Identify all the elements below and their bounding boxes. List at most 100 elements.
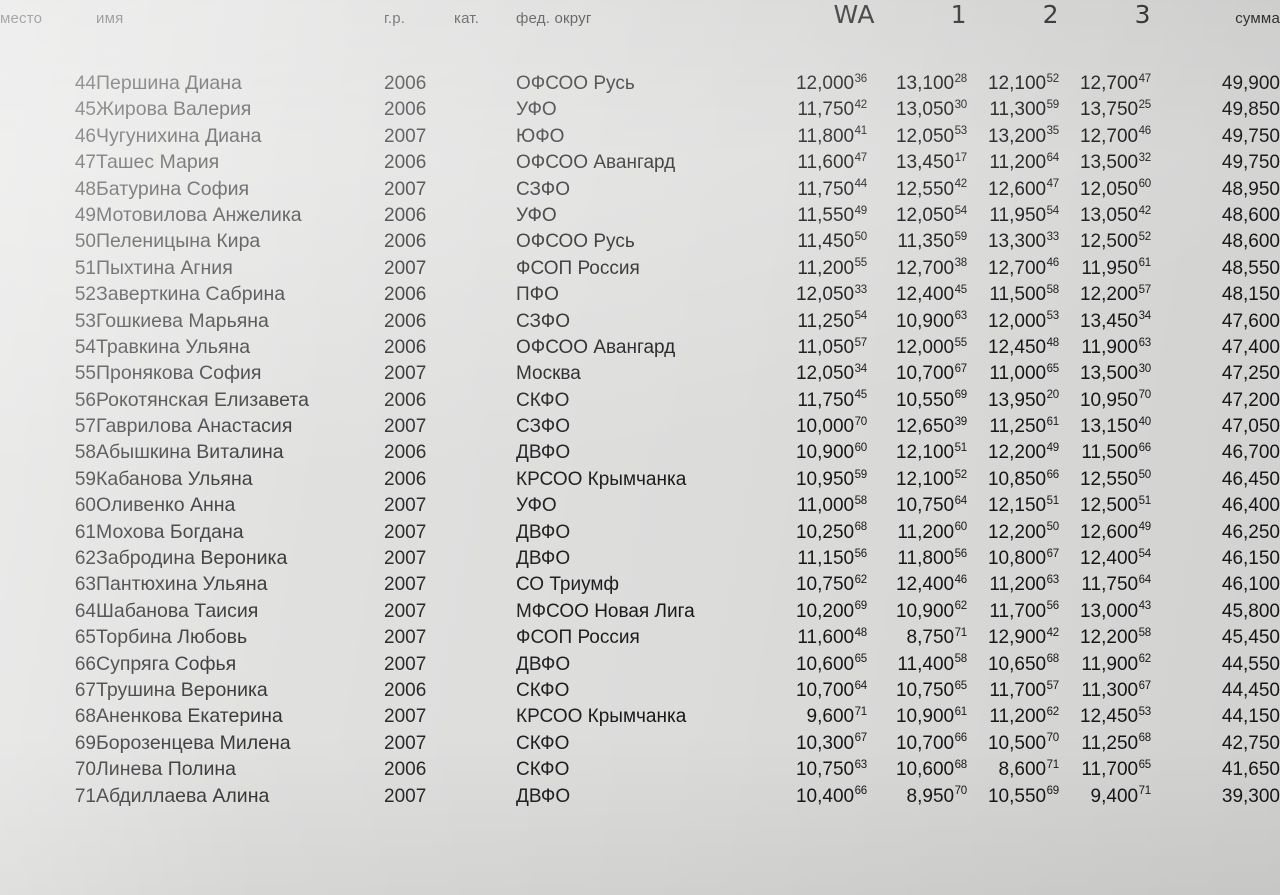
score-apparatus-2-rank: 68 [1046, 653, 1060, 666]
score-apparatus-2-value: 11,200 [989, 574, 1047, 596]
score-apparatus-3-rank: 57 [1138, 283, 1152, 296]
federal-district: ФСОП Россия [516, 257, 640, 279]
athlete-name: Батурина София [96, 177, 250, 200]
athlete-name: Линева Полина [96, 758, 237, 781]
table-row: 68 Аненкова Екатерина 2007 КРСОО Крымчанка 9… [0, 705, 1280, 731]
athlete-name: Кабанова Ульяна [96, 467, 253, 490]
birth-year: 2006 [384, 204, 427, 226]
place: 71 [74, 785, 96, 807]
score-apparatus-1-value: 10,550 [895, 389, 955, 411]
score-apparatus-1: 12,70038 [875, 257, 967, 283]
score-apparatus-2-value: 12,700 [987, 257, 1047, 279]
score-wa-value: 12,050 [795, 363, 855, 385]
score-apparatus-2: 11,95054 [967, 204, 1059, 230]
score-apparatus-3: 12,20057 [1059, 283, 1151, 309]
athlete-name: Пронякова София [96, 362, 262, 385]
federal-district: Москва [516, 363, 581, 385]
score-apparatus-1-value: 12,000 [895, 336, 955, 358]
score-apparatus-3-rank: 40 [1138, 415, 1152, 428]
score-apparatus-1-value: 12,700 [895, 257, 955, 279]
score-apparatus-3: 12,20058 [1059, 626, 1151, 652]
table-row: 47 Ташес Мария 2006 ОФСОО Авангард 11,60047 1… [0, 151, 1280, 177]
score-apparatus-1: 11,40058 [875, 653, 967, 679]
score-apparatus-1-value: 12,650 [895, 416, 955, 438]
score-apparatus-3: 13,50032 [1059, 151, 1151, 177]
athlete-name: Ташес Мария [96, 151, 220, 174]
score-apparatus-2: 11,20063 [967, 573, 1059, 599]
score-apparatus-3: 13,50030 [1059, 362, 1151, 388]
birth-year: 2007 [384, 548, 427, 570]
score-apparatus-3: 11,95061 [1059, 257, 1151, 283]
score-apparatus-3-value: 11,250 [1081, 732, 1139, 754]
category [454, 653, 516, 679]
score-apparatus-3: 13,05042 [1059, 204, 1151, 230]
birth-year: 2006 [384, 759, 427, 781]
score-apparatus-3: 12,50052 [1059, 230, 1151, 256]
table-row: 45 Жирова Валерия 2006 УФО 11,75042 13,05030 1… [0, 98, 1280, 124]
score-apparatus-2: 11,30059 [967, 98, 1059, 124]
place: 46 [74, 125, 96, 147]
score-apparatus-1-rank: 17 [954, 151, 968, 164]
score-apparatus-2: 12,90042 [967, 626, 1059, 652]
score-apparatus-2-value: 11,700 [989, 600, 1047, 622]
birth-year: 2006 [384, 284, 427, 306]
place: 45 [74, 99, 96, 121]
score-apparatus-3: 11,70065 [1059, 758, 1151, 784]
score-apparatus-2-rank: 20 [1046, 389, 1060, 402]
score-apparatus-2: 12,15051 [967, 494, 1059, 520]
score-apparatus-3: 12,70047 [1059, 72, 1151, 98]
score-apparatus-1-value: 12,100 [895, 468, 955, 490]
score-apparatus-3: 9,40071 [1059, 785, 1152, 811]
score-apparatus-2: 13,95020 [967, 389, 1059, 415]
score-apparatus-1-rank: 59 [954, 231, 968, 244]
category [454, 758, 516, 784]
score-wa: 10,95059 [771, 468, 875, 494]
score-apparatus-2: 10,65068 [967, 653, 1059, 679]
score-apparatus-1-value: 10,900 [895, 600, 955, 622]
birth-year: 2006 [384, 468, 427, 490]
score-wa-rank: 48 [854, 626, 868, 639]
score-apparatus-1-rank: 61 [954, 706, 968, 719]
federal-district: ДВФО [516, 442, 571, 464]
place: 51 [74, 257, 96, 279]
score-wa-value: 11,750 [797, 99, 855, 121]
score-apparatus-1-rank: 53 [954, 125, 968, 138]
category [454, 732, 516, 758]
score-apparatus-1: 12,05054 [875, 204, 967, 230]
score-apparatus-2-value: 13,200 [987, 125, 1047, 147]
score-apparatus-3-value: 11,900 [1081, 336, 1139, 358]
score-apparatus-2-rank: 49 [1046, 442, 1060, 455]
federal-district: СКФО [516, 732, 570, 754]
federal-district: СЗФО [516, 310, 570, 332]
score-wa: 11,45050 [771, 230, 875, 256]
federal-district: КРСОО Крымчанка [516, 468, 687, 490]
score-wa-rank: 66 [854, 785, 868, 798]
category [454, 441, 516, 467]
score-wa: 11,25054 [771, 310, 875, 336]
score-wa-value: 9,600 [806, 706, 855, 728]
federal-district: ФСОП Россия [516, 627, 640, 649]
category [454, 573, 516, 599]
score-wa-rank: 62 [854, 574, 868, 587]
score-apparatus-1-value: 11,400 [897, 653, 955, 675]
score-wa-value: 11,200 [797, 257, 855, 279]
score-apparatus-3: 11,50066 [1059, 441, 1151, 467]
place: 69 [74, 732, 96, 754]
score-wa-value: 10,000 [795, 416, 855, 438]
score-apparatus-2-rank: 71 [1046, 758, 1060, 771]
score-wa-value: 11,600 [797, 627, 855, 649]
column-header-category: кат. [454, 10, 480, 27]
score-apparatus-2-rank: 70 [1046, 732, 1060, 745]
score-wa-rank: 49 [854, 204, 868, 217]
score-apparatus-1-value: 10,900 [895, 706, 955, 728]
score-apparatus-3-value: 12,550 [1079, 468, 1139, 490]
score-apparatus-3-rank: 42 [1138, 204, 1152, 217]
federal-district: ЮФО [516, 125, 565, 147]
score-wa: 10,60065 [771, 653, 875, 679]
table-row: 44 Першина Диана 2006 ОФСОО Русь 12,00036 13,… [0, 72, 1280, 98]
score-apparatus-3-rank: 63 [1138, 336, 1152, 349]
table-body: 44 Першина Диана 2006 ОФСОО Русь 12,00036 13,… [0, 72, 1280, 811]
score-apparatus-2-value: 12,900 [987, 627, 1047, 649]
score-apparatus-1-rank: 67 [954, 362, 968, 375]
total-score: 48,600 [1221, 204, 1280, 226]
